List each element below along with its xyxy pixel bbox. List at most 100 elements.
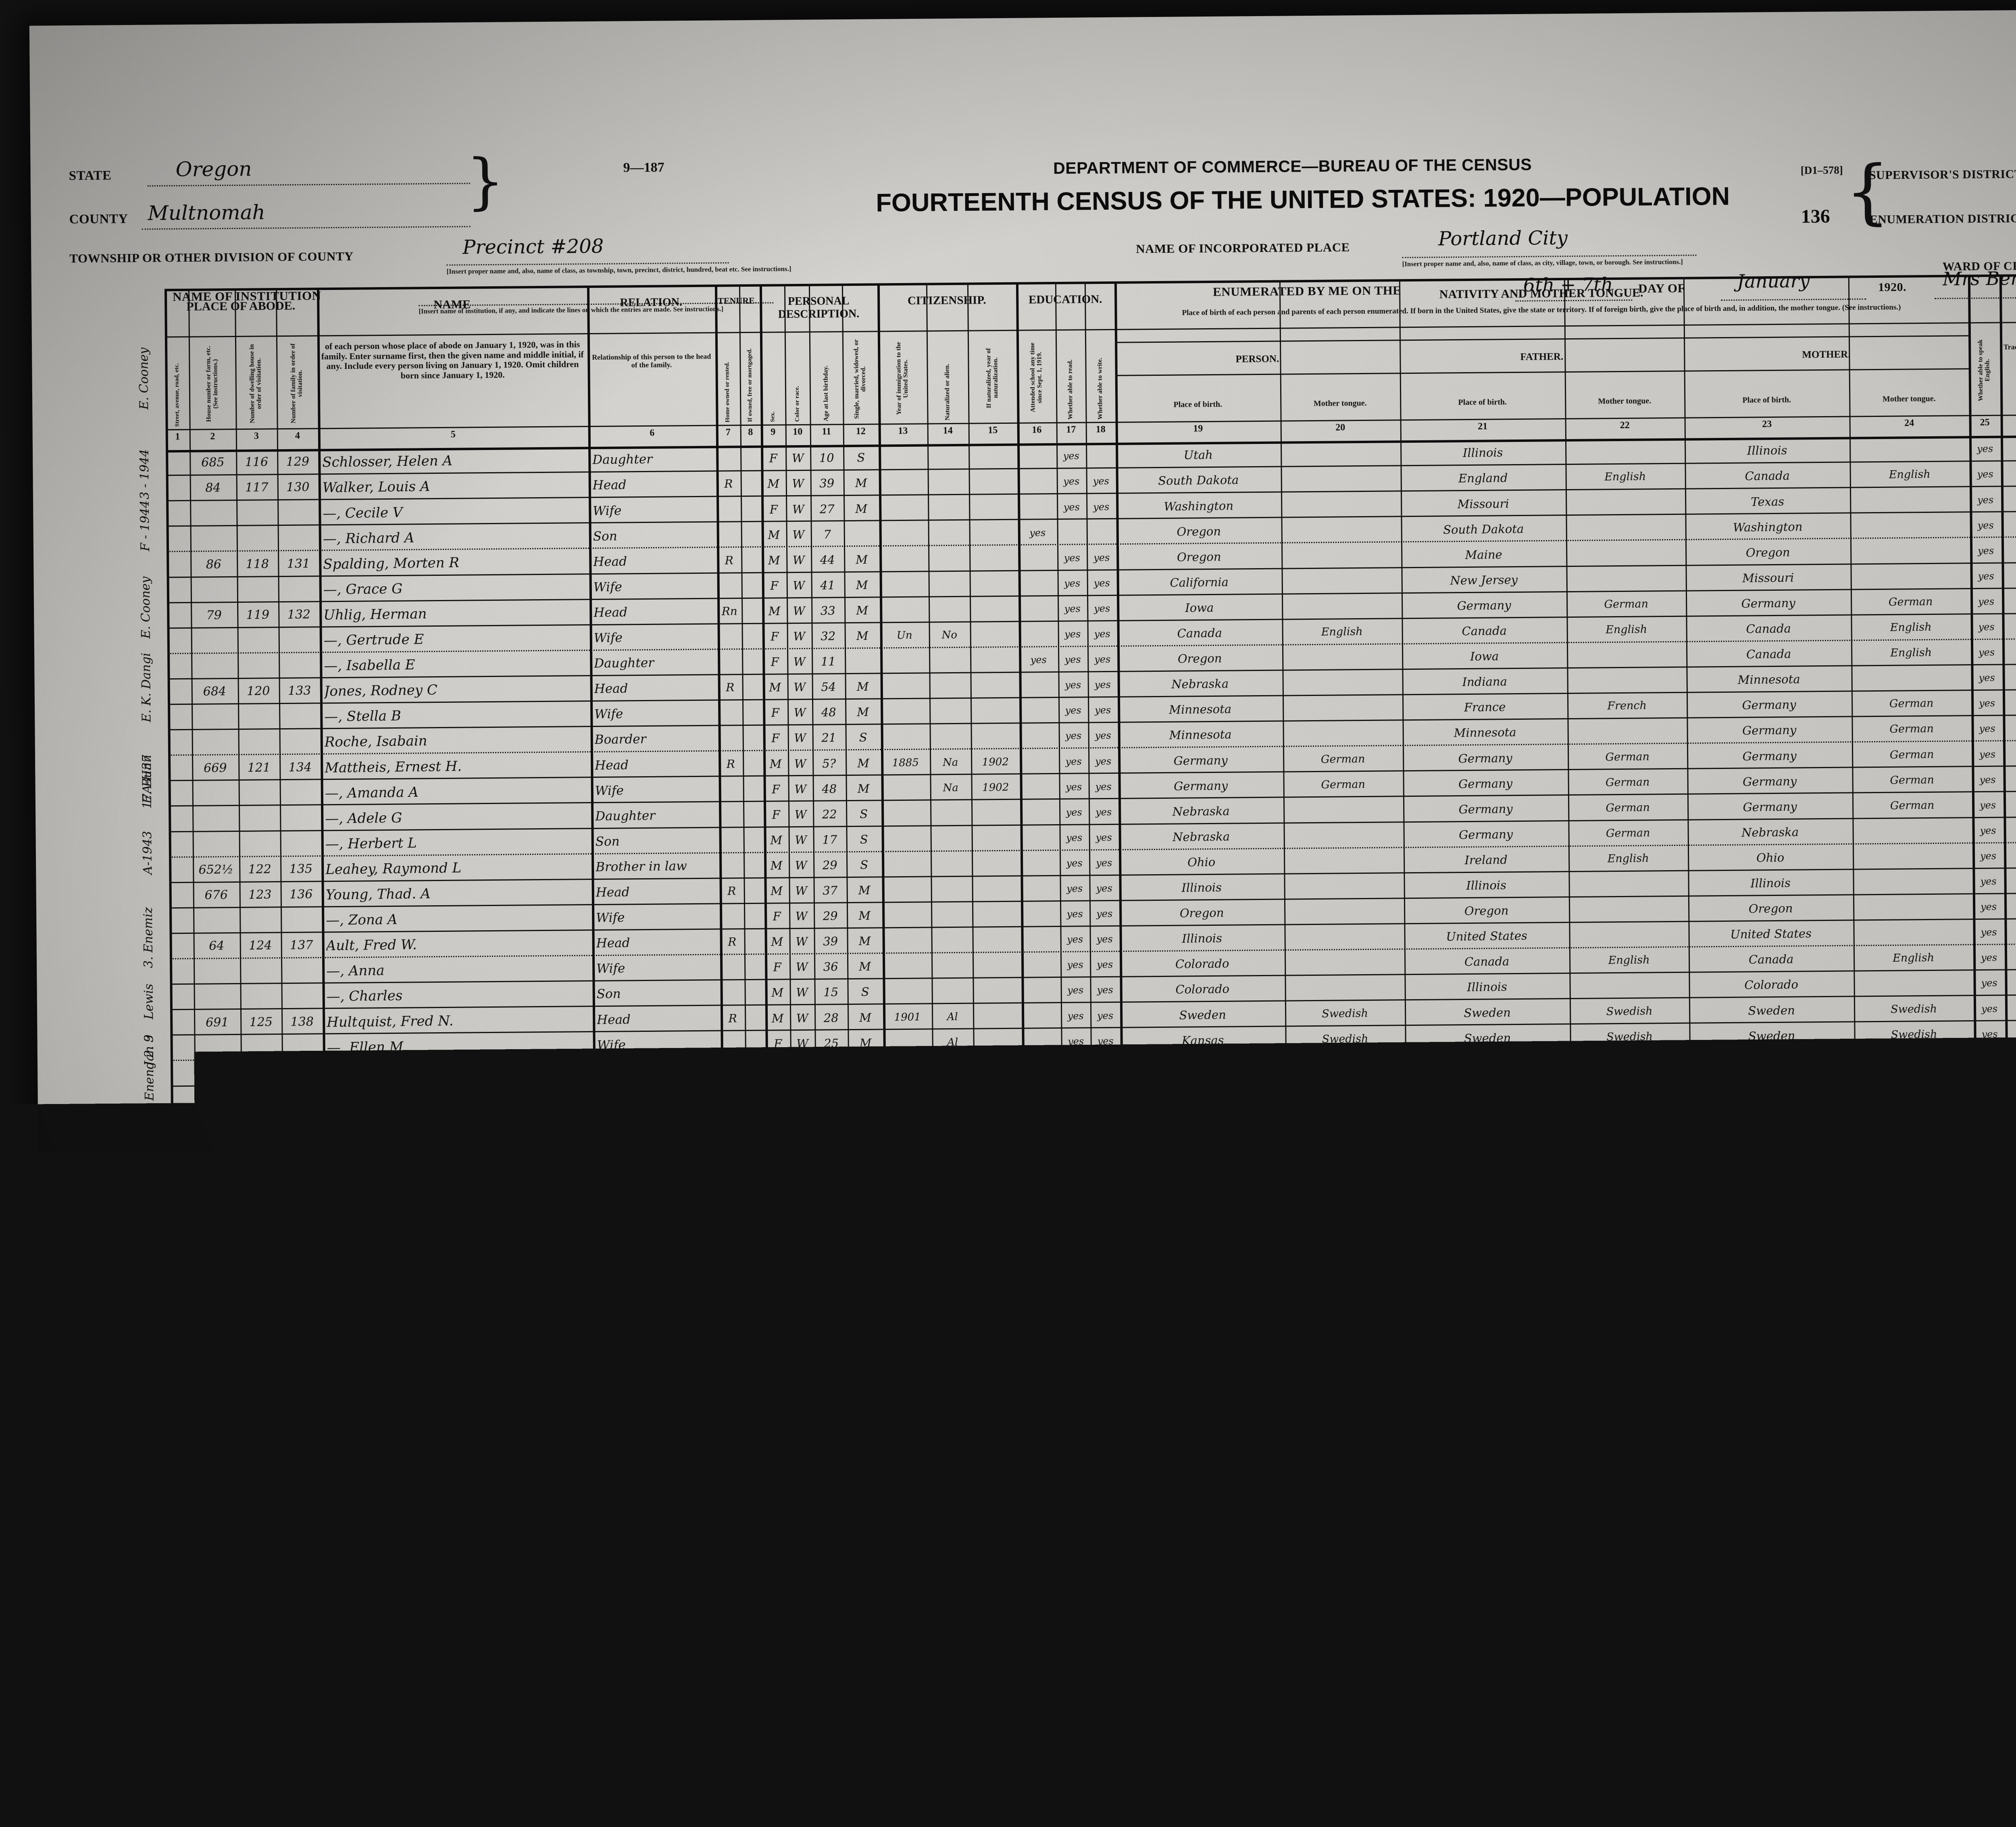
cell-50-age[interactable]: 22	[820, 1694, 853, 1716]
cell-19-read[interactable]: yes	[1060, 903, 1090, 925]
cell-10-name[interactable]: Jones, Rodney C	[324, 678, 586, 703]
cell-40-age[interactable]: 20	[818, 1440, 851, 1462]
cell-37-fmt[interactable]: German	[1572, 1356, 1692, 1380]
cell-8-ms[interactable]: M	[844, 625, 880, 647]
cell-16-sex[interactable]: M	[764, 829, 789, 852]
cell-7-sex[interactable]: M	[762, 600, 787, 623]
cell-13-yrnat[interactable]: 1902	[971, 751, 1020, 773]
cell-16-read[interactable]: yes	[1059, 827, 1089, 849]
cell-38-sex[interactable]: F	[768, 1389, 793, 1411]
cell-16-rel[interactable]: Son	[595, 830, 715, 853]
cell-15-age[interactable]: 22	[813, 804, 846, 826]
cell-36-write[interactable]: yes	[1093, 1336, 1123, 1358]
cell-13-mmt[interactable]: German	[1852, 744, 1972, 767]
cell-5-own[interactable]: R	[717, 550, 741, 572]
cell-23-age[interactable]: 28	[814, 1007, 848, 1029]
cell-30-race[interactable]: W	[791, 1185, 816, 1208]
cell-46-write[interactable]: yes	[1095, 1590, 1125, 1612]
cell-41-school[interactable]: yes	[1025, 1463, 1065, 1485]
cell-43-race[interactable]: W	[794, 1517, 819, 1539]
cell-43-sex[interactable]: M	[769, 1517, 794, 1539]
cell-50-eng[interactable]: yes	[1979, 1685, 2011, 1707]
cell-6-name[interactable]: —, Grace G	[323, 576, 586, 601]
cell-49-mpb[interactable]: Holland	[1694, 1660, 1860, 1684]
cell-3-eng[interactable]: yes	[1970, 489, 2001, 511]
cell-20-fpb[interactable]: United States	[1404, 925, 1569, 948]
cell-22-race[interactable]: W	[789, 982, 814, 1004]
cell-13-nat[interactable]: Na	[930, 752, 971, 774]
cell-50-fmt[interactable]: Dutch	[1575, 1687, 1695, 1710]
state-value[interactable]: Oregon	[175, 157, 252, 181]
cell-1-sex[interactable]: F	[761, 448, 786, 470]
cell-19-age[interactable]: 29	[814, 905, 847, 927]
cell-11-read[interactable]: yes	[1058, 700, 1088, 722]
cell-8-sex[interactable]: F	[762, 626, 787, 648]
cell-6-eng[interactable]: yes	[1970, 565, 2002, 587]
cell-10-house[interactable]: 684	[191, 681, 238, 703]
cell-1-name[interactable]: Schlosser, Helen A	[322, 449, 585, 474]
cell-13-pb[interactable]: Germany	[1118, 749, 1283, 773]
cell-3-age[interactable]: 27	[810, 498, 844, 521]
cell-37-age[interactable]: 42	[817, 1363, 851, 1385]
cell-26-ms[interactable]: M	[848, 1083, 884, 1105]
cell-38-age[interactable]: 39	[817, 1389, 851, 1411]
cell-49-pb[interactable]: Kentucky	[1125, 1665, 1291, 1689]
cell-36-house[interactable]: 26	[196, 1343, 243, 1365]
cell-38-fam[interactable]: 295	[284, 1393, 326, 1415]
cell-25-sex[interactable]: M	[766, 1058, 791, 1081]
cell-23-write[interactable]: yes	[1090, 1005, 1120, 1027]
cell-50-rel[interactable]: Boarder	[602, 1695, 722, 1718]
cell-9-eng[interactable]: yes	[1971, 642, 2003, 664]
cell-2-mpb[interactable]: Canada	[1685, 465, 1850, 488]
cell-13-sex[interactable]: M	[763, 753, 788, 775]
cell-45-read[interactable]: yes	[1065, 1565, 1095, 1587]
cell-36-pb[interactable]: Illinois	[1123, 1334, 1288, 1358]
cell-34-sex[interactable]: M	[767, 1287, 792, 1310]
cell-11-name[interactable]: —, Stella B	[324, 703, 587, 728]
cell-41-read[interactable]: yes	[1064, 1463, 1094, 1485]
cell-26-write[interactable]: yes	[1091, 1081, 1121, 1104]
cell-46-race[interactable]: W	[794, 1593, 819, 1615]
cell-14-occ[interactable]: None	[2003, 767, 2016, 791]
cell-20-mpb[interactable]: United States	[1688, 923, 1854, 946]
cell-50-fpb[interactable]: Holland	[1410, 1688, 1575, 1712]
cell-23-nat[interactable]: Al	[932, 1006, 973, 1028]
cell-19-name[interactable]: —, Zona A	[326, 907, 588, 932]
cell-30-rel[interactable]: Daughter	[598, 1186, 718, 1209]
township-value[interactable]: Precinct #208	[462, 235, 604, 259]
cell-13-ms[interactable]: M	[846, 752, 881, 775]
cell-20-eng[interactable]: yes	[1973, 921, 2005, 944]
cell-8-write[interactable]: yes	[1087, 623, 1117, 646]
cell-29-eng[interactable]: yes	[1975, 1150, 2007, 1173]
cell-28-house[interactable]: 671	[195, 1139, 242, 1161]
cell-19-ms[interactable]: M	[847, 905, 883, 927]
cell-37-pb[interactable]: California	[1123, 1360, 1288, 1383]
cell-39-write[interactable]: yes	[1093, 1412, 1124, 1434]
cell-15-read[interactable]: yes	[1059, 802, 1089, 824]
cell-9-rel[interactable]: Daughter	[594, 652, 714, 675]
cell-12-fpb[interactable]: Minnesota	[1402, 721, 1568, 745]
cell-3-occ[interactable]: None	[2001, 487, 2016, 511]
cell-3-ms[interactable]: M	[843, 498, 879, 520]
cell-2-mmt[interactable]: English	[1849, 464, 1970, 487]
cell-29-rel[interactable]: Wife	[598, 1160, 718, 1184]
cell-6-rel[interactable]: Wife	[593, 575, 713, 599]
cell-47-write[interactable]: yes	[1095, 1616, 1125, 1638]
cell-10-age[interactable]: 54	[812, 676, 845, 698]
cell-13-read[interactable]: yes	[1059, 751, 1089, 773]
cell-48-house[interactable]: 64	[199, 1648, 246, 1670]
cell-27-write[interactable]: yes	[1091, 1107, 1121, 1129]
cell-11-occ[interactable]: Teacher	[2003, 691, 2016, 715]
cell-19-fpb[interactable]: Oregon	[1404, 899, 1569, 923]
cell-32-ms[interactable]: M	[849, 1235, 885, 1258]
cell-39-ms[interactable]: S	[851, 1414, 887, 1436]
cell-9-fpb[interactable]: Iowa	[1402, 645, 1567, 669]
cell-29-read[interactable]: yes	[1062, 1158, 1092, 1180]
cell-30-pb[interactable]: Texas	[1121, 1181, 1287, 1205]
cell-34-eng[interactable]: yes	[1976, 1278, 2008, 1300]
cell-31-rel[interactable]: Daughter	[598, 1211, 719, 1235]
cell-34-house[interactable]: 643	[196, 1292, 243, 1314]
cell-31-pb[interactable]: Texas	[1122, 1207, 1287, 1231]
cell-44-eng[interactable]: yes	[1978, 1532, 2010, 1554]
cell-42-mpb[interactable]: Pennsylvania	[1693, 1482, 1858, 1506]
